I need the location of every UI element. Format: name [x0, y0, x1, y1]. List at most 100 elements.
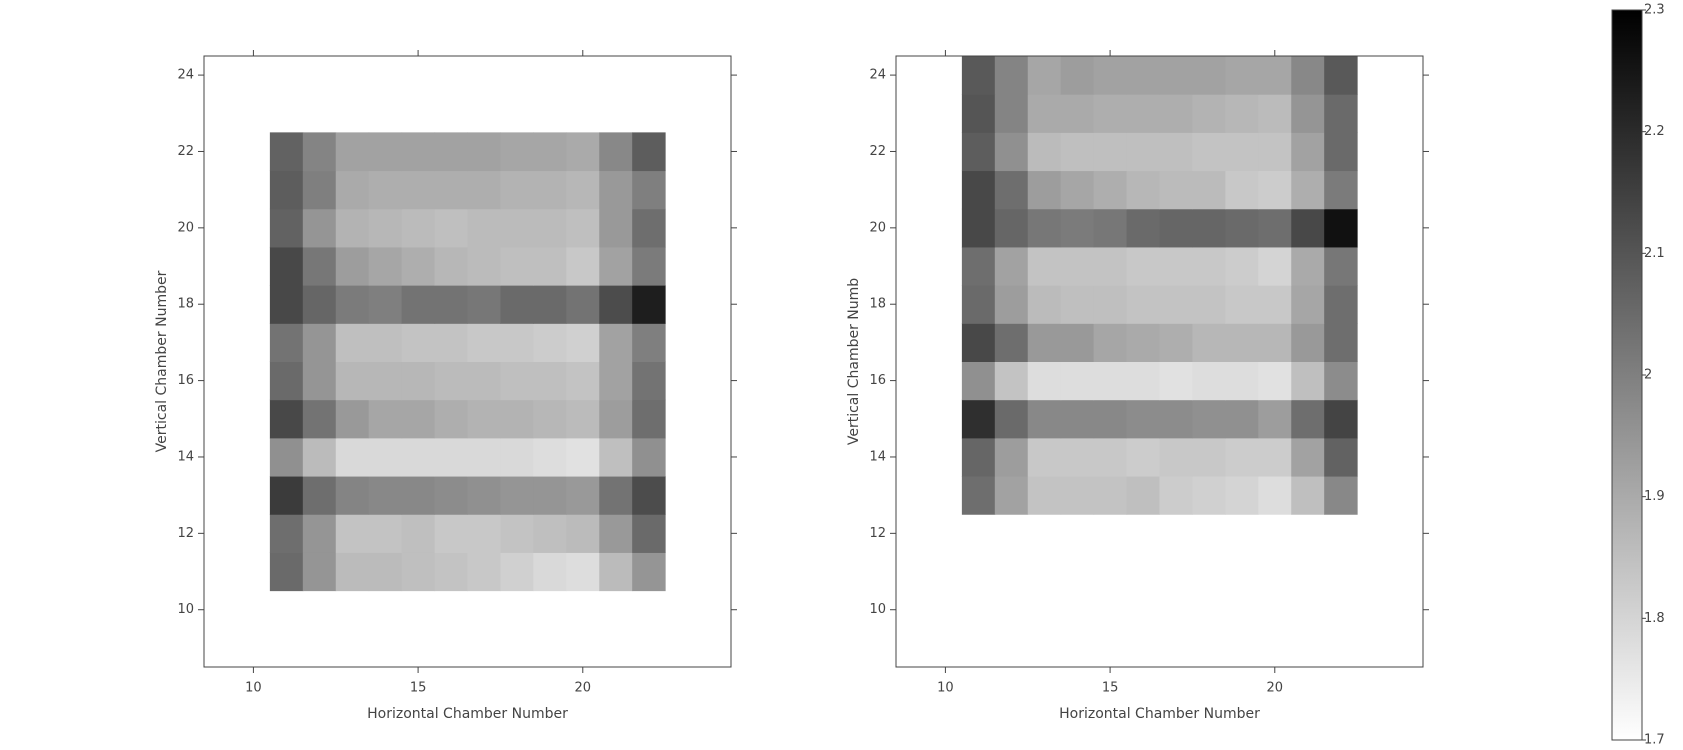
heatmap-cell — [1060, 437, 1095, 477]
heatmap-cell — [434, 323, 468, 362]
heatmap-cell — [269, 246, 304, 286]
heatmap-cell — [1291, 285, 1325, 324]
heatmap-cell — [1324, 246, 1358, 286]
heatmap-cell — [1027, 170, 1062, 210]
heatmap-cell — [1093, 323, 1128, 362]
heatmap-cell — [1192, 170, 1226, 210]
heatmap-cell — [566, 285, 600, 324]
heatmap-cell — [1324, 437, 1358, 477]
heatmap-cell — [599, 246, 633, 286]
heatmap-cell — [467, 476, 501, 515]
heatmap-cell — [599, 476, 633, 515]
y-tick-label: 24 — [177, 68, 194, 83]
heatmap-cell — [961, 94, 996, 133]
heatmap-cell — [1027, 246, 1062, 286]
heatmap-cell — [632, 323, 666, 362]
heatmap-cell — [1159, 437, 1193, 477]
heatmap-cell — [269, 552, 304, 592]
heatmap-cell — [533, 246, 567, 286]
heatmap-cell — [434, 399, 468, 439]
heatmap-cell — [599, 399, 633, 439]
heatmap-cell — [533, 323, 567, 362]
heatmap-cell — [1192, 476, 1226, 515]
y-tick-label: 12 — [869, 526, 886, 541]
y-tick-label: 20 — [869, 220, 886, 235]
heatmap-cell — [1159, 208, 1193, 248]
colorbar-tick-label: 1.9 — [1644, 489, 1665, 504]
heatmap-cell — [1126, 361, 1160, 401]
heatmap-cell — [1324, 94, 1358, 133]
heatmap-cell — [1258, 323, 1292, 362]
heatmap-cell — [599, 323, 633, 362]
heatmap-cell — [994, 437, 1029, 477]
heatmap-cell — [1126, 437, 1160, 477]
heatmap-cell — [1258, 437, 1292, 477]
heatmap-cell — [500, 552, 534, 592]
heatmap-cell — [961, 285, 996, 324]
heatmap-cell — [533, 361, 567, 401]
heatmap-cell — [566, 437, 600, 477]
heatmap-cell — [335, 208, 370, 248]
heatmap-cell — [1258, 476, 1292, 515]
x-tick-label: 10 — [245, 681, 262, 696]
heatmap-cell — [632, 437, 666, 477]
heatmap-cell — [467, 132, 501, 172]
heatmap-cell — [500, 476, 534, 515]
heatmap-cell — [368, 361, 403, 401]
heatmap-cell — [994, 246, 1029, 286]
heatmap-cell — [599, 285, 633, 324]
heatmap-cell — [632, 552, 666, 592]
heatmap-cell — [434, 514, 468, 553]
heatmap-cell — [1324, 56, 1358, 95]
heatmap-cell — [1192, 56, 1226, 95]
heatmap-cell — [269, 132, 304, 172]
y-tick-label: 10 — [177, 602, 194, 617]
heatmap-cell — [1324, 361, 1358, 401]
heatmap-cell — [1225, 170, 1259, 210]
heatmap-cell — [1159, 323, 1193, 362]
heatmap-cell — [961, 437, 996, 477]
heatmap-cell — [467, 285, 501, 324]
heatmap-cell — [302, 399, 337, 439]
heatmap-cell — [302, 437, 337, 477]
heatmap-cell — [335, 476, 370, 515]
heatmap-cell — [467, 208, 501, 248]
heatmap-cell — [302, 361, 337, 401]
heatmap-cell — [1093, 170, 1128, 210]
heatmap-cell — [302, 476, 337, 515]
heatmap-cell — [1093, 246, 1128, 286]
heatmap-cell — [401, 132, 436, 172]
heatmap-cell — [1159, 132, 1193, 172]
heatmap-cell — [566, 246, 600, 286]
heatmap-cell — [1192, 361, 1226, 401]
heatmap-cell — [1291, 246, 1325, 286]
y-tick-label: 18 — [177, 297, 194, 312]
heatmap-cell — [1060, 94, 1095, 133]
heatmap-cell — [467, 170, 501, 210]
heatmap-cell — [1093, 132, 1128, 172]
heatmap-cell — [401, 552, 436, 592]
heatmap-cell — [994, 285, 1029, 324]
y-tick-label: 14 — [869, 449, 886, 464]
heatmap-cell — [434, 361, 468, 401]
heatmap-cell — [1225, 437, 1259, 477]
heatmap-cell — [1291, 323, 1325, 362]
heatmap-cell — [961, 399, 996, 439]
heatmap-cell — [1159, 94, 1193, 133]
heatmap-cell — [566, 132, 600, 172]
y-tick-label: 16 — [177, 373, 194, 388]
y-tick-label: 20 — [177, 220, 194, 235]
heatmap-cell — [994, 361, 1029, 401]
heatmap-cell — [368, 514, 403, 553]
heatmap-cell — [1225, 476, 1259, 515]
heatmap-cell — [1324, 476, 1358, 515]
heatmap-cell — [1225, 323, 1259, 362]
heatmap-cell — [467, 361, 501, 401]
heatmap-cell — [533, 437, 567, 477]
heatmap-cell — [1126, 246, 1160, 286]
heatmap-cell — [1027, 476, 1062, 515]
heatmap-cell — [1093, 208, 1128, 248]
heatmap-cell — [269, 437, 304, 477]
heatmap-cell — [368, 132, 403, 172]
